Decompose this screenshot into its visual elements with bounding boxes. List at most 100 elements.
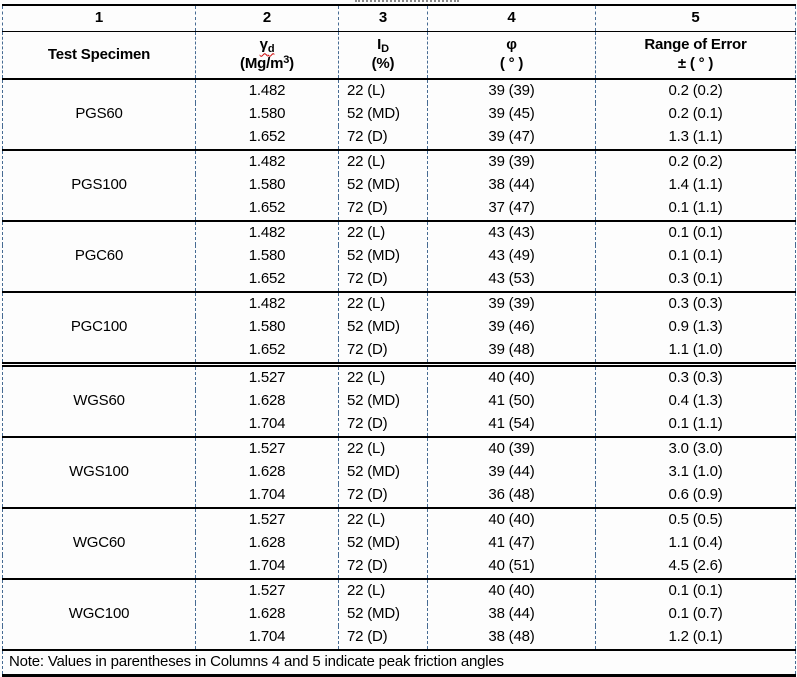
data-cell: 22 (L) [338, 436, 428, 461]
data-cell: 52 (MD) [338, 103, 428, 126]
data-cell: 0.2 (0.2) [595, 79, 796, 103]
data-cell: 52 (MD) [338, 461, 428, 484]
table-row: WGS100 1.527 22 (L) 40 (39) 3.0 (3.0) [2, 436, 796, 508]
data-cell: 1.652 [195, 339, 339, 365]
data-cell: 1.1 (0.4) [595, 532, 796, 555]
data-cell: 72 (D) [338, 626, 428, 650]
data-cell: 72 (D) [338, 126, 428, 150]
data-cell: 38 (44) [427, 603, 596, 626]
data-cell: 1.628 [195, 532, 339, 555]
data-cell: 72 (D) [338, 268, 428, 292]
data-cell: 37 (47) [427, 197, 596, 221]
data-cell: 41 (47) [427, 532, 596, 555]
data-cell: 0.1 (0.1) [595, 220, 796, 245]
data-cell: 0.4 (1.3) [595, 390, 796, 413]
table-row: PGS100 1.482 22 (L) 39 (39) 0.2 (0.2) [2, 149, 796, 221]
table-row: 1.628 52 (MD) 39 (44) 3.1 (1.0) [3, 461, 796, 484]
note-row: Note: Values in parentheses in Columns 4… [2, 649, 796, 676]
column-number-row: 1 2 3 4 5 [2, 5, 796, 32]
table-row: WGC100 1.527 22 (L) 40 (40) 0.1 (0.1) [2, 578, 796, 650]
data-cell: 3.0 (3.0) [595, 436, 796, 461]
header-dry-density: γd (Mg/m3) [195, 31, 339, 80]
data-cell: 22 (L) [338, 362, 428, 390]
header-density-index: ID (%) [338, 31, 428, 80]
data-cell: 1.628 [195, 461, 339, 484]
table-row: 1.704 72 (D) 36 (48) 0.6 (0.9) [3, 484, 796, 508]
id-symbol: ID [377, 36, 389, 56]
data-cell: 0.1 (0.1) [595, 578, 796, 603]
results-table: 1 2 3 4 5 Test Specimen γd (Mg/m3) ID (%… [2, 4, 796, 677]
specimen-cell: PGS100 [2, 149, 196, 221]
column-number-5: 5 [595, 5, 796, 32]
data-cell: 40 (40) [427, 362, 596, 390]
table-row: 1.580 52 (MD) 39 (45) 0.2 (0.1) [3, 103, 796, 126]
data-cell: 1.652 [195, 268, 339, 292]
data-cell: 52 (MD) [338, 532, 428, 555]
data-cell: 52 (MD) [338, 603, 428, 626]
note-text: Note: Values in parentheses in Columns 4… [2, 649, 796, 676]
data-cell: 39 (45) [427, 103, 596, 126]
range-of-error-unit: ± ( ° ) [677, 55, 714, 72]
data-cell: 40 (51) [427, 555, 596, 579]
data-cell: 39 (39) [427, 79, 596, 103]
data-cell: 1.652 [195, 126, 339, 150]
data-cell: 1.580 [195, 245, 339, 268]
data-cell: 1.482 [195, 79, 339, 103]
friction-angle-unit: ( ° ) [499, 55, 524, 72]
data-cell: 22 (L) [338, 79, 428, 103]
table-row: 1.652 72 (D) 39 (47) 1.3 (1.1) [3, 126, 796, 150]
data-cell: 52 (MD) [338, 316, 428, 339]
table-row: PGS60 1.482 22 (L) 39 (39) 0.2 (0.2) [3, 79, 796, 122]
data-cell: 1.704 [195, 555, 339, 579]
data-cell: 72 (D) [338, 413, 428, 437]
data-cell: 22 (L) [338, 291, 428, 316]
data-cell: 43 (53) [427, 268, 596, 292]
table-row: WGC60 1.527 22 (L) 40 (40) 0.5 (0.5) [2, 507, 796, 579]
data-cell: 1.2 (0.1) [595, 626, 796, 650]
data-cell: 1.527 [195, 362, 339, 390]
data-cell: 40 (40) [427, 507, 596, 532]
data-cell: 1.482 [195, 220, 339, 245]
data-cell: 22 (L) [338, 578, 428, 603]
data-cell: 39 (46) [427, 316, 596, 339]
column-number-1: 1 [2, 5, 196, 32]
data-cell: 1.704 [195, 626, 339, 650]
data-cell: 41 (50) [427, 390, 596, 413]
data-cell: 0.1 (0.7) [595, 603, 796, 626]
table-row: 1.704 72 (D) 41 (54) 0.1 (1.1) [3, 413, 796, 437]
data-cell: 40 (40) [427, 578, 596, 603]
table-row: 1.580 52 (MD) 38 (44) 1.4 (1.1) [3, 174, 796, 197]
data-cell: 72 (D) [338, 555, 428, 579]
gamma-d-symbol: γd [259, 36, 275, 56]
data-cell: 40 (39) [427, 436, 596, 461]
data-cell: 1.482 [195, 149, 339, 174]
header-test-specimen: Test Specimen [2, 31, 196, 80]
data-cell: 52 (MD) [338, 390, 428, 413]
data-cell: 22 (L) [338, 507, 428, 532]
data-cell: 0.9 (1.3) [595, 316, 796, 339]
data-cell: 22 (L) [338, 220, 428, 245]
phi-symbol: φ [506, 36, 517, 54]
table-row: 1.628 52 (MD) 38 (44) 0.1 (0.7) [3, 603, 796, 626]
data-cell: 1.580 [195, 103, 339, 126]
data-cell: 0.3 (0.3) [595, 362, 796, 390]
data-cell: 0.1 (1.1) [595, 413, 796, 437]
data-cell: 1.628 [195, 603, 339, 626]
data-cell: 43 (43) [427, 220, 596, 245]
dotted-guide-line [355, 0, 459, 2]
table-row: 1.628 52 (MD) 41 (47) 1.1 (0.4) [3, 532, 796, 555]
data-cell: 52 (MD) [338, 245, 428, 268]
data-cell: 39 (44) [427, 461, 596, 484]
data-cell: 72 (D) [338, 197, 428, 221]
data-cell: 1.527 [195, 436, 339, 461]
specimen-cell: PGC100 [2, 291, 196, 365]
data-cell: 41 (54) [427, 413, 596, 437]
data-cell: 0.5 (0.5) [595, 507, 796, 532]
data-cell: 36 (48) [427, 484, 596, 508]
specimen-cell: WGC60 [2, 507, 196, 579]
data-cell: 38 (48) [427, 626, 596, 650]
data-cell: 1.527 [195, 578, 339, 603]
table-row: 1.580 52 (MD) 43 (49) 0.1 (0.1) [3, 245, 796, 268]
data-cell: 39 (39) [427, 149, 596, 174]
header-friction-angle: φ ( ° ) [427, 31, 596, 80]
